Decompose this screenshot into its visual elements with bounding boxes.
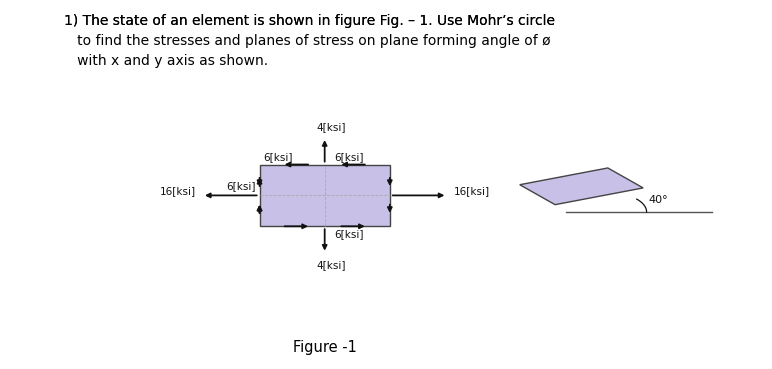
Text: 1) The state of an element is shown in figure Fig. – 1. Use Mohr’s circle
   to : 1) The state of an element is shown in f… <box>64 14 555 68</box>
Text: 6[ksi]: 6[ksi] <box>334 152 364 162</box>
Text: 16[ksi]: 16[ksi] <box>160 186 196 196</box>
Text: 1) The state of an element is shown in figure Fig. – 1. Use Mohr’s circle: 1) The state of an element is shown in f… <box>64 14 555 28</box>
Text: 4[ksi]: 4[ksi] <box>316 122 346 132</box>
Polygon shape <box>520 168 643 205</box>
Text: 6[ksi]: 6[ksi] <box>263 152 293 162</box>
Text: 40°: 40° <box>648 195 669 205</box>
Text: 4[ksi]: 4[ksi] <box>316 260 346 270</box>
Polygon shape <box>259 165 390 226</box>
Text: 6[ksi]: 6[ksi] <box>226 181 256 191</box>
Text: 16[ksi]: 16[ksi] <box>453 186 489 196</box>
Text: 6[ksi]: 6[ksi] <box>334 229 364 239</box>
Text: Figure -1: Figure -1 <box>293 340 357 355</box>
